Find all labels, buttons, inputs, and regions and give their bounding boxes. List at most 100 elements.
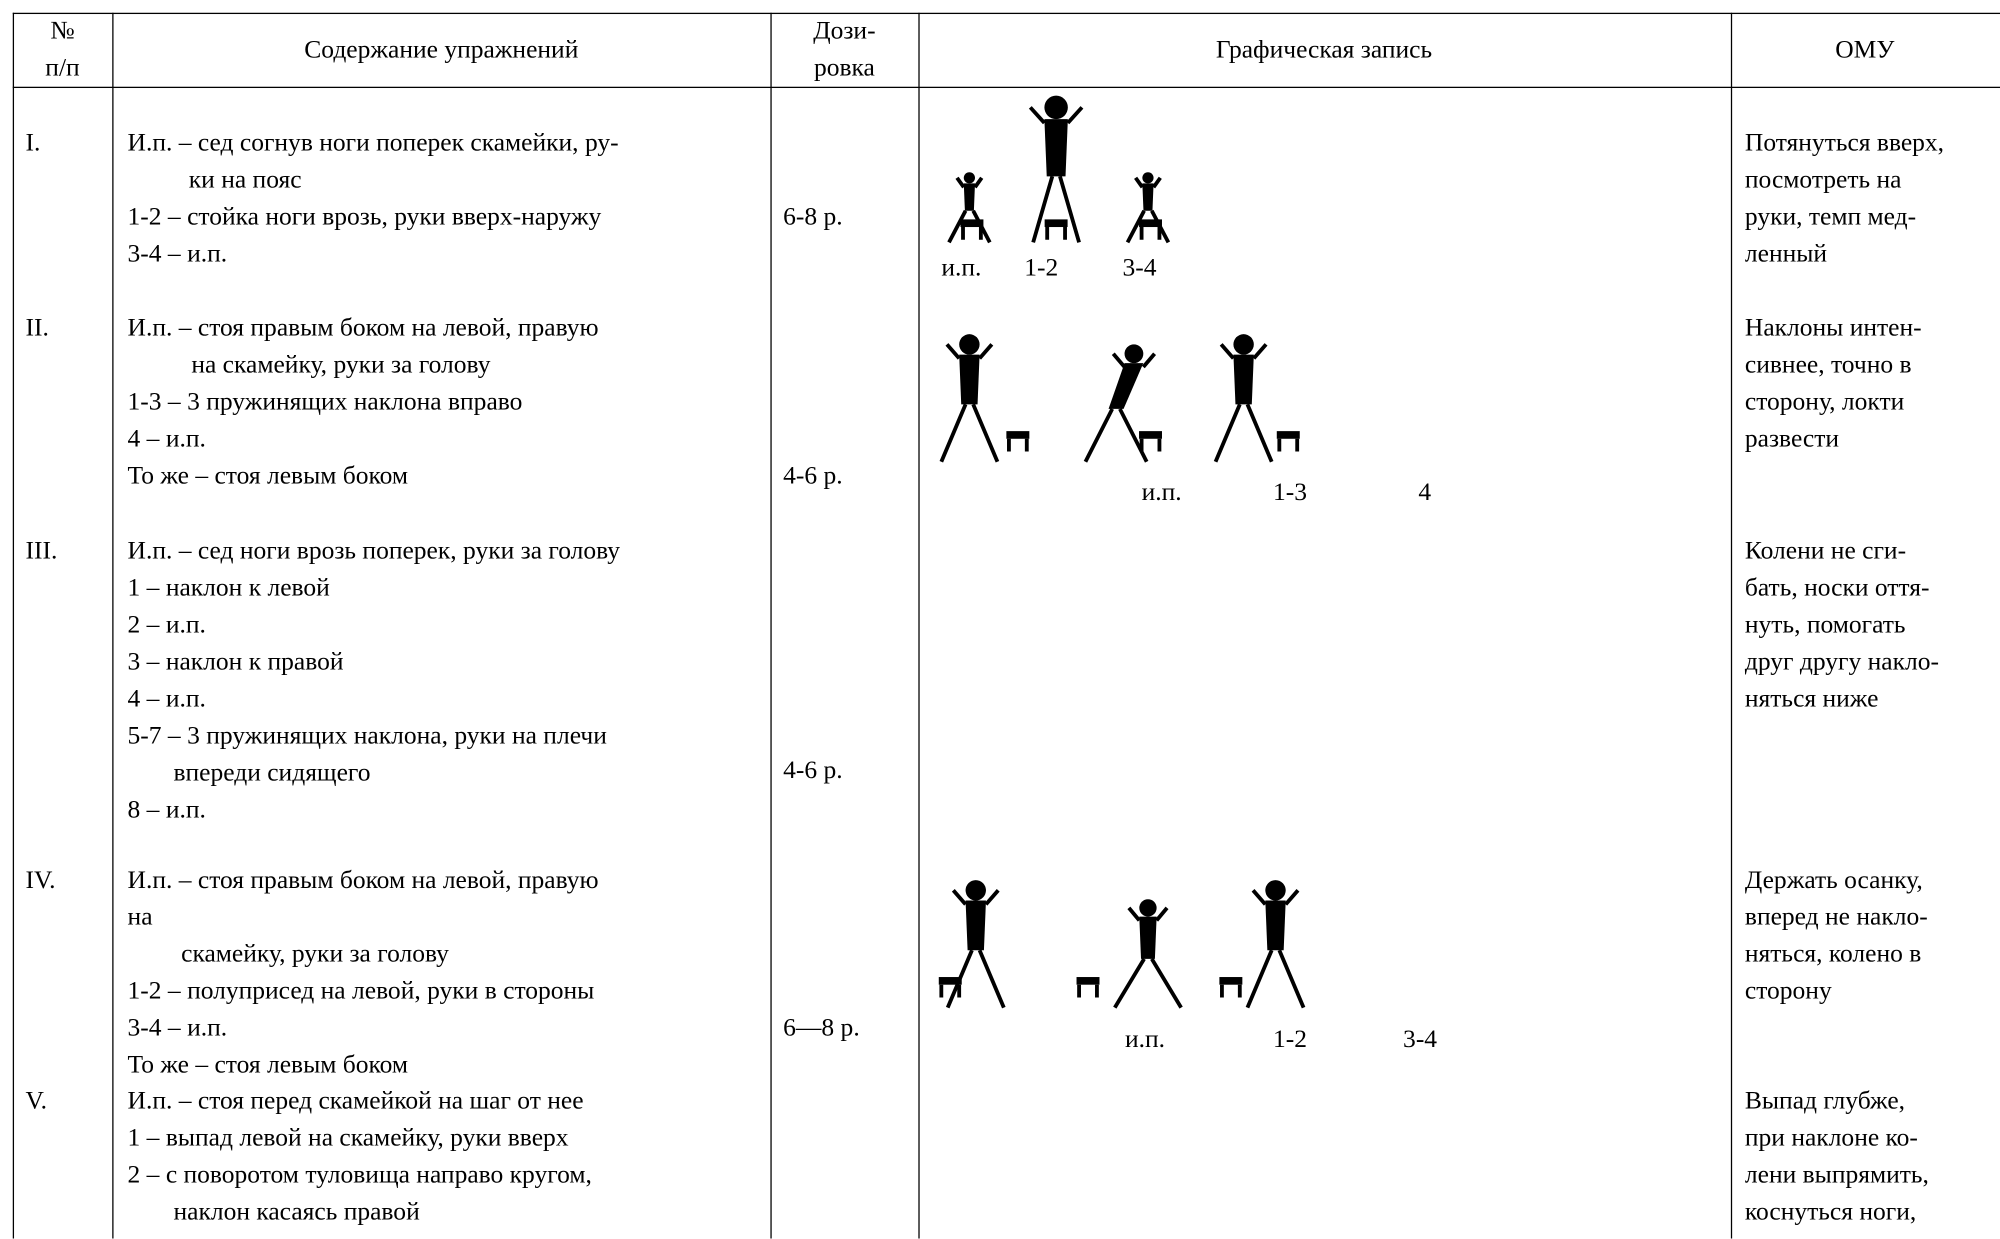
omu-line: ленный (1744, 239, 1828, 268)
omu-line: друг другу накло- (1744, 647, 1939, 677)
header-dosage: Дози- (813, 16, 876, 45)
figure-part (1251, 889, 1300, 906)
omu-line: развести (1744, 424, 1840, 453)
figure-part (963, 172, 975, 184)
graphic-label: и.п. (1141, 478, 1182, 507)
figure-part (1139, 438, 1162, 452)
content-line: 3 – наклон к правой (127, 647, 344, 677)
content-line: То же – стоя левым боком (127, 1051, 409, 1080)
figure-part (1139, 431, 1162, 439)
header-dosage: ровка (813, 53, 875, 82)
figure-part (1044, 95, 1068, 120)
figure-part (955, 176, 984, 189)
figure-part (1076, 977, 1100, 985)
content-line: 2 – и.п. (127, 610, 206, 640)
figure-part (1113, 957, 1183, 1009)
omu-line: сторону, локти (1744, 387, 1905, 416)
omu-line: при наклоне ко- (1744, 1123, 1918, 1152)
omu-line: Наклоны интен- (1744, 313, 1922, 342)
content-line: ки на пояс (188, 165, 302, 194)
omu-line: Колени не сги- (1744, 536, 1907, 566)
figure-part (1142, 183, 1154, 211)
figure-part (1007, 438, 1029, 452)
content-line: на скамейку, руки за голову (191, 350, 491, 379)
figure-part (1277, 438, 1300, 452)
header-graphic: Графическая запись (1215, 35, 1433, 64)
figure-part (939, 403, 1000, 463)
omu-line: коснуться ноги, (1744, 1197, 1917, 1226)
content-line: наклон касаясь правой (173, 1197, 420, 1226)
figure-part (1108, 363, 1144, 409)
dosage: 4-6 р. (783, 756, 843, 785)
row-number: V. (25, 1086, 48, 1115)
content-line: 3-4 – и.п. (127, 1014, 228, 1043)
column-border (112, 12, 114, 1239)
content-line: И.п. – сед ноги врозь поперек, руки за г… (127, 536, 621, 566)
figure-part (961, 227, 983, 240)
figure-part (939, 984, 962, 998)
figure-part (1219, 343, 1268, 360)
figure-part (1219, 977, 1243, 985)
figure-part (959, 334, 980, 355)
figure-part (1134, 176, 1162, 189)
graphic-label: и.п. (1124, 1025, 1166, 1054)
column-border (1730, 12, 1733, 1239)
figure-part (1083, 408, 1149, 463)
figure-part (1124, 344, 1144, 364)
column-border (918, 12, 920, 1239)
figure-part (1265, 900, 1286, 951)
header-number: п/п (45, 53, 80, 82)
table-border (12, 12, 2000, 15)
figure-part (1028, 106, 1084, 125)
content-line: 2 – с поворотом туловища направо кругом, (127, 1160, 592, 1189)
figure-part (965, 880, 986, 901)
dosage: 4-6 р. (783, 461, 843, 490)
omu-line: бать, носки оття- (1744, 573, 1930, 603)
graphic-label: 3-4 (1403, 1025, 1438, 1054)
row-number: II. (25, 313, 49, 342)
content-line: 1 – наклон к левой (127, 573, 330, 603)
content-line: То же – стоя левым боком (127, 461, 409, 490)
column-border (12, 12, 15, 1239)
content-line: 1 – выпад левой на скамейку, руки вверх (127, 1123, 569, 1152)
omu-line: сторону (1744, 977, 1832, 1006)
figure-part (1006, 431, 1030, 439)
content-line: 4 – и.п. (127, 424, 206, 453)
graphic-label: и.п. (941, 253, 982, 282)
row-number: III. (25, 536, 58, 566)
figure-part (1077, 984, 1099, 998)
content-line: 1-2 – полуприсед на левой, руки в сторон… (127, 977, 595, 1006)
figure-part (945, 343, 994, 360)
figure-part (1265, 880, 1286, 901)
figure-part (1111, 352, 1157, 369)
dosage: 6-8 р. (783, 202, 843, 231)
content-line: впереди сидящего (173, 758, 371, 787)
content-line: на (127, 903, 153, 932)
figure-part (1233, 334, 1254, 355)
content-line: И.п. – стоя правым боком на левой, праву… (127, 313, 599, 342)
figure-part (1139, 227, 1162, 240)
header-border (12, 86, 2000, 89)
header-omu: ОМУ (1835, 35, 1895, 64)
omu-line: Выпад глубже, (1744, 1086, 1906, 1115)
dosage: 6—8 р. (783, 1014, 860, 1043)
figure-part (1220, 984, 1242, 998)
omu-line: нуть, помогать (1744, 610, 1906, 640)
figure-part (1142, 172, 1154, 184)
omu-line: вперед не накло- (1744, 903, 1928, 932)
figure-part (938, 977, 962, 985)
figure-part (1045, 227, 1067, 240)
header-content: Содержание упражнений (304, 35, 579, 64)
figure-part (959, 354, 980, 405)
figure-part (951, 889, 1000, 906)
row-number: IV. (25, 866, 56, 895)
content-line: 8 – и.п. (127, 795, 206, 824)
content-line: 1-3 – 3 пружинящих наклона вправо (127, 387, 523, 416)
figure-part (1139, 899, 1157, 917)
omu-line: посмотреть на (1744, 165, 1902, 194)
figure-part (1276, 431, 1300, 439)
row-number: I. (25, 128, 41, 157)
content-line: И.п. – стоя правым боком на левой, праву… (127, 866, 599, 895)
content-line: 3-4 – и.п. (127, 239, 228, 268)
